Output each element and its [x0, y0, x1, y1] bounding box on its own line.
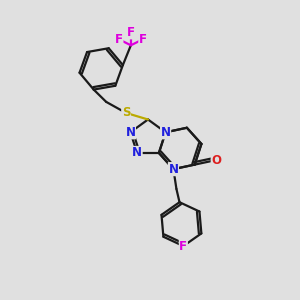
Text: N: N [160, 126, 171, 139]
Text: N: N [125, 126, 135, 139]
Text: N: N [168, 163, 178, 176]
Text: S: S [122, 106, 130, 119]
Text: O: O [211, 154, 221, 166]
Text: N: N [132, 146, 142, 160]
Text: F: F [179, 239, 187, 253]
Text: F: F [139, 33, 147, 46]
Text: F: F [115, 33, 123, 46]
Text: F: F [127, 26, 135, 39]
